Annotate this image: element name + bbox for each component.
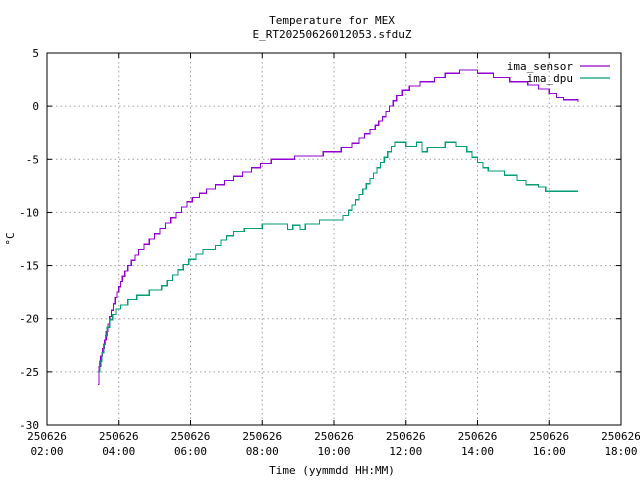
x-tick-date-label: 250626 [386, 430, 426, 443]
x-tick-time-label: 02:00 [30, 445, 63, 458]
y-tick-labels: 5 0 -5 -10 -15 -20 -25 -30 [19, 47, 39, 432]
legend-label: ima_dpu [527, 72, 573, 85]
series-lines [97, 69, 579, 386]
x-tick-date-label: 250626 [601, 430, 640, 443]
y-axis-label: °C [4, 232, 17, 245]
x-tick-time-label: 14:00 [461, 445, 494, 458]
y-tick-label: 5 [32, 47, 39, 60]
x-tick-time-label: 04:00 [102, 445, 135, 458]
y-tick-label: -15 [19, 260, 39, 273]
y-tick-label: -5 [26, 153, 39, 166]
x-axis-label: Time (yymmdd HH:MM) [269, 464, 395, 477]
x-tick-date-label: 250626 [458, 430, 498, 443]
x-tick-date-label: 250626 [314, 430, 354, 443]
x-tick-time-label: 18:00 [604, 445, 637, 458]
plot-frame [46, 52, 622, 426]
chart-subtitle: E_RT20250626012053.sfduZ [253, 28, 412, 41]
y-tick-label: -25 [19, 366, 39, 379]
x-tick-time-label: 08:00 [246, 445, 279, 458]
y-tick-label: -30 [19, 419, 39, 432]
y-tick-label: 0 [32, 100, 39, 113]
grid-lines [47, 53, 621, 425]
x-tick-labels: 250626 02:00 250626 04:00 250626 06:00 250626 0… [27, 430, 640, 458]
x-tick-time-label: 16:00 [533, 445, 566, 458]
x-tick-time-label: 12:00 [389, 445, 422, 458]
x-tick-date-label: 250626 [27, 430, 67, 443]
x-tick-date-label: 250626 [171, 430, 211, 443]
x-tick-date-label: 250626 [529, 430, 569, 443]
x-tick-date-label: 250626 [99, 430, 139, 443]
series-line-ima-dpu [97, 141, 578, 373]
x-tick-time-label: 10:00 [317, 445, 350, 458]
chart-title: Temperature for MEX [269, 14, 395, 27]
y-tick-label: -20 [19, 313, 39, 326]
legend-label: ima_sensor [507, 60, 574, 73]
x-tick-date-label: 250626 [242, 430, 282, 443]
x-tick-time-label: 06:00 [174, 445, 207, 458]
y-tick-label: -10 [19, 206, 39, 219]
series-line-ima-sensor [97, 69, 579, 386]
